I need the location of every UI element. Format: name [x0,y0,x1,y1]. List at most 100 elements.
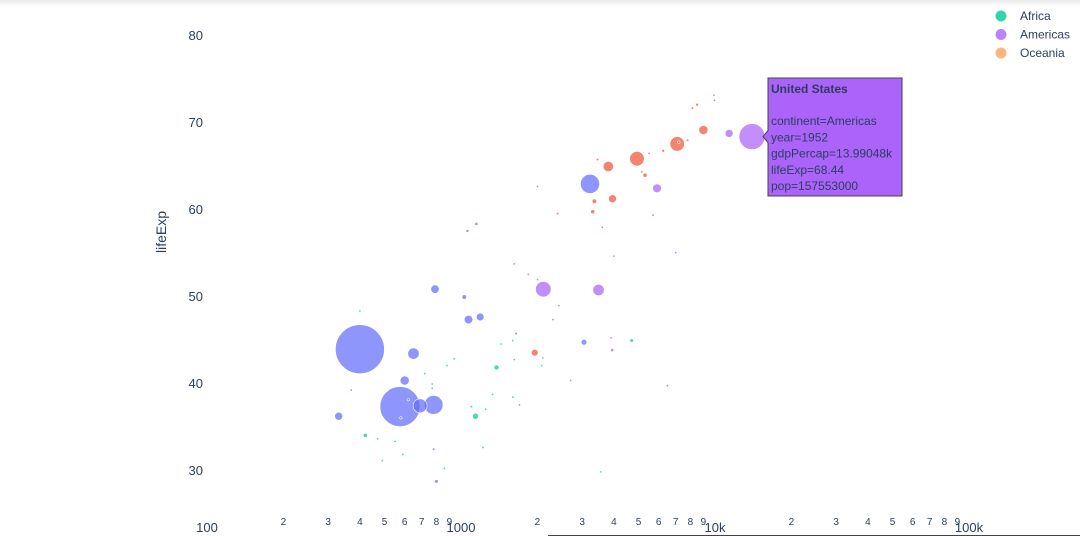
data-point-asia[interactable] [349,388,353,392]
data-point-europe[interactable] [690,106,694,110]
legend-marker-oceania[interactable] [995,47,1007,59]
data-points[interactable] [334,93,766,484]
data-point-europe[interactable] [629,151,645,167]
data-point-africa[interactable] [511,395,515,399]
data-point-europe[interactable] [642,172,648,178]
data-point-asia[interactable] [580,339,588,346]
data-point-asia[interactable] [334,411,344,421]
data-point-africa[interactable] [472,412,479,420]
legend-label-oceania[interactable]: Oceania [1020,46,1065,60]
data-point-asia[interactable] [535,185,539,189]
data-point-africa[interactable] [490,392,494,396]
legend-marker-americas[interactable] [995,29,1007,40]
data-point-africa[interactable] [423,372,427,376]
data-point-americas[interactable] [592,283,605,296]
data-point-europe[interactable] [590,209,596,215]
data-point-americas[interactable] [724,129,734,138]
data-point-americas[interactable] [652,183,662,194]
data-point-americas[interactable] [612,254,616,258]
data-point-europe[interactable] [685,138,690,142]
data-point-americas[interactable] [651,213,655,217]
data-point-africa[interactable] [430,382,434,386]
data-point-europe[interactable] [555,211,560,216]
data-point-americas[interactable] [526,272,530,276]
data-point-asia[interactable] [399,375,410,386]
data-point-europe[interactable] [669,136,685,152]
data-point-europe[interactable] [640,170,644,174]
data-point-europe[interactable] [698,125,709,135]
data-point-americas[interactable] [738,123,766,150]
legend-label-americas[interactable]: Americas [1020,28,1070,42]
data-point-europe[interactable] [512,262,516,266]
data-point-americas[interactable] [610,348,615,353]
data-point-africa[interactable] [599,470,603,474]
data-point-asia[interactable] [407,347,420,360]
data-point-africa[interactable] [512,358,516,362]
data-point-africa[interactable] [380,459,384,463]
y-tick-label: 60 [189,202,203,217]
data-point-africa[interactable] [481,445,485,449]
data-point-asia[interactable] [517,403,521,407]
data-point-europe[interactable] [591,198,598,204]
data-point-asia[interactable] [665,384,669,388]
x-minor-tick-label: 8 [688,517,694,528]
data-point-asia[interactable] [514,331,518,336]
data-point-europe[interactable] [600,225,604,229]
data-point-asia[interactable] [580,173,600,194]
data-point-africa[interactable] [376,437,380,441]
data-point-europe[interactable] [677,140,681,144]
data-point-europe[interactable] [608,194,617,203]
legend[interactable]: Africa Americas Oceania [995,9,1071,60]
data-point-asia[interactable] [474,221,479,226]
data-point-africa[interactable] [511,338,515,342]
data-point-africa[interactable] [430,386,434,390]
data-point-europe[interactable] [712,98,716,102]
data-point-europe[interactable] [661,149,666,153]
legend-label-africa[interactable]: Africa [1020,9,1051,23]
x-tick-label: 10k [705,520,726,535]
data-point-europe[interactable] [530,349,539,357]
data-point-asia[interactable] [463,315,474,325]
data-point-asia[interactable] [476,312,485,322]
data-point-asia[interactable] [430,284,440,294]
data-point-americas[interactable] [674,251,678,255]
data-point-africa[interactable] [540,364,544,368]
data-point-americas[interactable] [535,278,539,282]
data-point-africa[interactable] [401,452,405,456]
data-point-asia[interactable] [412,398,428,414]
data-point-africa[interactable] [493,364,500,371]
data-point-americas[interactable] [535,281,552,298]
data-point-africa[interactable] [445,364,449,368]
data-point-africa[interactable] [406,398,410,402]
data-point-americas[interactable] [712,93,716,97]
data-point-africa[interactable] [499,342,503,346]
data-point-asia[interactable] [434,479,439,484]
data-point-africa[interactable] [629,338,634,343]
data-point-asia[interactable] [551,318,555,322]
data-point-americas[interactable] [569,378,573,382]
x-minor-tick-label: 6 [656,517,662,528]
data-point-europe[interactable] [695,102,699,107]
data-point-asia[interactable] [399,416,403,420]
data-point-americas[interactable] [557,304,561,308]
y-tick-label: 30 [189,463,203,478]
data-point-africa[interactable] [393,439,397,443]
data-point-asia[interactable] [465,229,470,233]
data-point-africa[interactable] [452,357,456,361]
data-point-asia[interactable] [432,447,436,451]
data-point-africa[interactable] [362,432,368,438]
data-point-africa[interactable] [442,466,446,470]
data-point-africa[interactable] [484,407,488,411]
data-point-africa[interactable] [469,405,474,409]
data-point-europe[interactable] [602,161,614,173]
legend-marker-africa[interactable] [995,10,1007,22]
data-point-asia[interactable] [461,294,467,300]
data-point-africa[interactable] [358,309,362,313]
data-point-asia[interactable] [335,324,385,375]
data-point-europe[interactable] [595,157,600,162]
data-point-europe[interactable] [647,151,651,155]
data-point-americas[interactable] [609,336,613,340]
data-point-africa[interactable] [541,356,545,360]
x-minor-tick-label: 2 [535,517,541,528]
